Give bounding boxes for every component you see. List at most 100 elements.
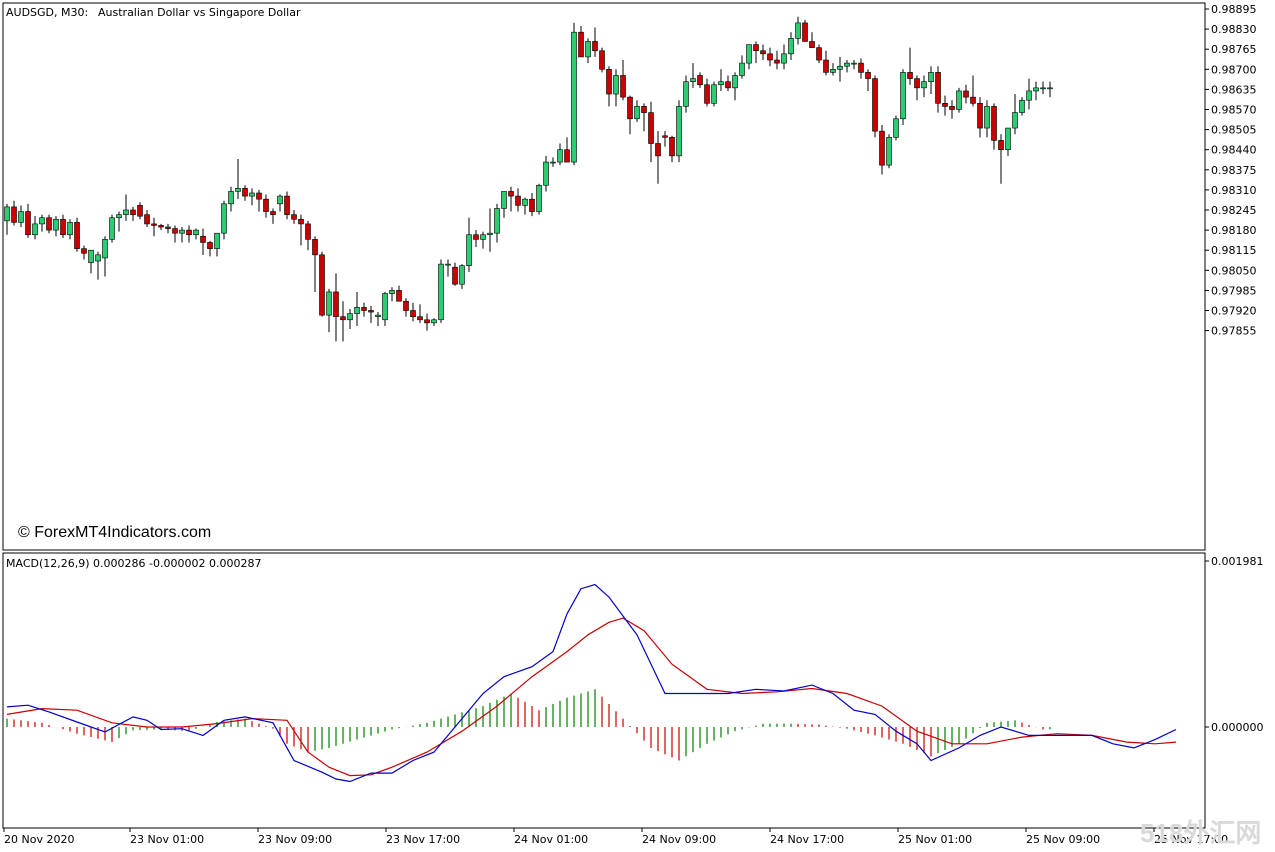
candle-body-bull [711, 84, 717, 104]
candle [74, 217, 80, 252]
macd-line [6, 583, 1177, 783]
candle-body-bull [39, 217, 45, 225]
candle [1019, 97, 1025, 116]
candle [130, 206, 136, 221]
time-tick-label: 23 Nov 17:00 [386, 833, 460, 846]
candle-body-bull [837, 65, 843, 70]
candle-body-bear [130, 209, 136, 215]
candle-body-bear [620, 75, 626, 98]
price-tick-label: 0.98765 [1211, 43, 1257, 56]
candle [354, 291, 360, 326]
candle [977, 97, 983, 138]
candle-body-bull [1047, 87, 1053, 90]
candle [865, 69, 871, 91]
candle [298, 214, 304, 246]
candle-body-bull [956, 90, 962, 110]
candle [536, 183, 542, 215]
time-tick-label: 24 Nov 09:00 [642, 833, 716, 846]
candle-body-bear [872, 78, 878, 132]
candle [970, 75, 976, 107]
candle [53, 216, 59, 237]
candle [165, 223, 171, 234]
candle [109, 214, 115, 243]
candle-body-bull [739, 62, 745, 76]
candle [466, 217, 472, 272]
candle [655, 131, 661, 184]
candle-body-bear [970, 96, 976, 104]
candle [606, 66, 612, 107]
candle-body-bear [270, 211, 276, 215]
candle [186, 225, 192, 243]
candle-body-bull [613, 75, 619, 95]
price-tick-label: 0.98830 [1211, 23, 1257, 36]
time-tick-label: 23 Nov 01:00 [130, 833, 204, 846]
candle-body-bear [802, 22, 808, 42]
time-axis[interactable]: 20 Nov 2020 23 Nov 01:00 23 Nov 09:00 23 No… [3, 828, 1228, 846]
candle [1047, 81, 1053, 98]
candle [592, 27, 598, 57]
candle [515, 188, 521, 212]
candle [557, 143, 563, 166]
candle-body-bull [214, 232, 220, 249]
candle [32, 216, 38, 240]
time-tick-label: 20 Nov 2020 [4, 833, 74, 846]
candle-body-bear [396, 290, 402, 302]
candle-body-bear [312, 239, 318, 256]
candle [221, 200, 227, 240]
candle [732, 72, 738, 101]
candle-body-bear [74, 222, 80, 249]
candle-body-bear [333, 291, 339, 317]
candle-body-bull [228, 191, 234, 205]
candle-body-bear [655, 143, 661, 157]
candle [823, 50, 829, 76]
price-axis[interactable]: 0.98895 0.98830 0.98765 0.98700 0.98635 0.985… [1205, 3, 1257, 338]
candle-body-bull [893, 118, 899, 138]
candle [564, 137, 570, 163]
candle [683, 75, 689, 113]
candle-body-bear [186, 229, 192, 236]
candle-body-bull [179, 229, 185, 234]
candle [550, 157, 556, 167]
price-tick-label: 0.98505 [1211, 124, 1257, 137]
candle [494, 203, 500, 243]
candle [921, 75, 927, 98]
candle [88, 249, 94, 274]
candle [375, 312, 381, 326]
price-tick-label: 0.98115 [1211, 244, 1257, 257]
candle-body-bear [991, 106, 997, 141]
candle-body-bear [11, 206, 17, 223]
candle [914, 75, 920, 101]
candle-body-bear [578, 31, 584, 58]
candle [501, 191, 507, 218]
candle-body-bear [823, 59, 829, 73]
candle-body-bear [704, 84, 710, 104]
candle [403, 298, 409, 317]
candle-body-bear [242, 188, 248, 197]
candle [452, 262, 458, 286]
candle [396, 285, 402, 302]
candle-body-bear [368, 310, 374, 313]
candle-body-bull [123, 209, 129, 215]
candle-body-bear [256, 192, 262, 200]
candle-body-bull [585, 41, 591, 58]
corner-watermark: 518外汇网 [1140, 818, 1261, 848]
candle-body-bull [746, 44, 752, 64]
candle [263, 194, 269, 218]
candle-body-bull [221, 203, 227, 234]
candle [228, 186, 234, 212]
macd-panel[interactable]: MACD(12,26,9) 0.000286 -0.000002 0.00028… [2, 552, 1264, 829]
candle [368, 305, 374, 323]
price-panel[interactable]: AUDSGD, M30: Australian Dollar vs Singap… [2, 2, 1257, 551]
candle-body-bear [816, 47, 822, 61]
candle [949, 100, 955, 119]
time-tick-label: 24 Nov 17:00 [770, 833, 844, 846]
candle [102, 236, 108, 277]
price-tick-label: 0.97920 [1211, 305, 1257, 318]
candle-body-bull [550, 161, 556, 164]
candle [277, 194, 283, 212]
candle-body-bear [137, 205, 143, 217]
candle [193, 228, 199, 240]
macd-panel-frame [2, 552, 1206, 829]
